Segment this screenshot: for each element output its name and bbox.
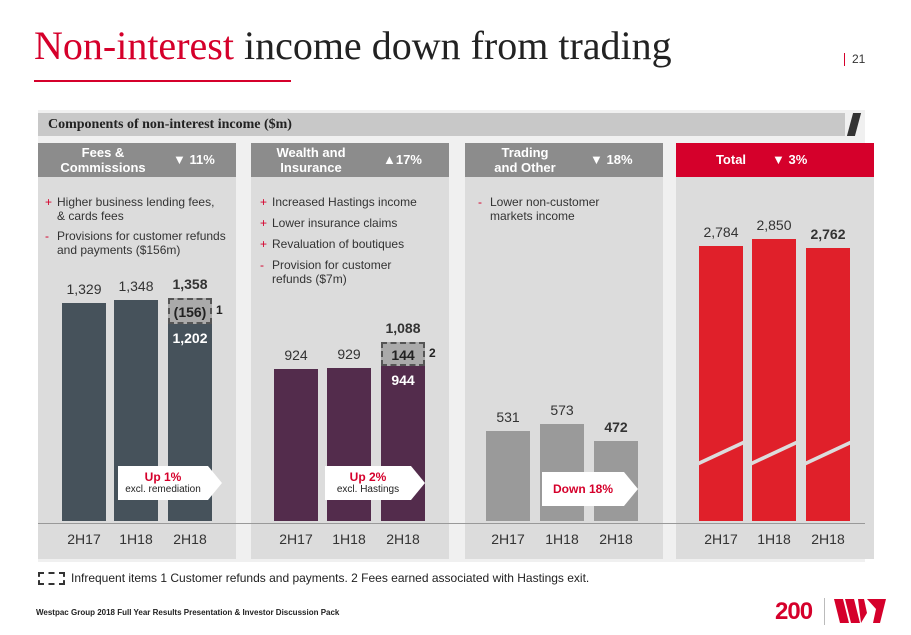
- bullet-item: + Revaluation of boutiques: [260, 237, 405, 251]
- arrow-body: [325, 466, 411, 500]
- x-axis-baseline: [38, 523, 865, 524]
- arrow-body: [542, 472, 624, 506]
- page-number-divider: [844, 53, 845, 66]
- trading-x-tick-label: 1H18: [545, 531, 579, 547]
- wealth-value-label: 1,088: [385, 320, 421, 337]
- fees-excl-label: 1,202: [172, 329, 208, 346]
- fees-x-tick-label: 1H18: [119, 531, 153, 547]
- trading-value-label: 531: [496, 409, 520, 425]
- footer-text: Westpac Group 2018 Full Year Results Pre…: [36, 608, 340, 617]
- arrow-trading: Down 18%: [542, 472, 646, 506]
- panel-header-fees: Fees & Commissions ▼ 11%: [38, 143, 236, 177]
- panel-name: Fees & Commissions: [60, 145, 146, 175]
- bullet-item: markets income: [490, 209, 575, 223]
- legend-dashed-box: [38, 572, 65, 585]
- wealth-value-label: 929: [337, 346, 361, 363]
- fees-footnote-marker: 1: [216, 302, 223, 317]
- wealth-x-tick-label: 2H17: [279, 531, 313, 547]
- bullet-item: refunds ($7m): [272, 272, 347, 286]
- bullet-item: & cards fees: [57, 209, 124, 223]
- wealth-infrequent-segment: 144: [381, 342, 425, 366]
- bullets-fees: + Higher business lending fees, & cards f…: [45, 195, 226, 257]
- panel-name: Trading and Other: [494, 145, 556, 175]
- arrow-fees: Up 1% excl. remediation: [118, 466, 222, 500]
- legend-text: Infrequent items 1 Customer refunds and …: [71, 571, 590, 585]
- panel-header-total: Total ▼ 3%: [676, 143, 874, 177]
- arrow-sub-text: excl. remediation: [125, 484, 201, 495]
- fees-value-label: 1,329: [66, 280, 102, 297]
- arrow-head: [624, 472, 638, 506]
- westpac-w-logo: [834, 599, 886, 623]
- wealth-x-tick-label: 2H18: [386, 531, 420, 547]
- total-x-tick-label: 2H17: [704, 531, 738, 547]
- panel-name: Wealth and Insurance: [276, 145, 346, 175]
- fees-infrequent-segment: (156): [168, 298, 212, 324]
- bullet-item: and payments ($156m): [57, 243, 181, 257]
- total-value-label: 2,784: [703, 224, 739, 240]
- arrow-head: [208, 466, 222, 500]
- arrow-wealth: Up 2% excl. Hastings: [325, 466, 429, 500]
- total-value-label: 2,762: [810, 226, 846, 243]
- page-title: Non-interest income down from trading: [34, 23, 672, 68]
- title-underline: [34, 80, 291, 82]
- arrow-main-text: Up 1%: [144, 470, 182, 484]
- fees-x-tick-label: 2H17: [67, 531, 101, 547]
- wealth-excl-label: 944: [391, 372, 415, 388]
- anniversary-200-logo: 200: [775, 598, 813, 625]
- panel-header-wealth: Wealth and Insurance ▲17%: [251, 143, 449, 177]
- wealth-footnote-marker: 2: [429, 346, 436, 361]
- axis-break-mark: [748, 438, 800, 468]
- bullet-item: - Provision for customer: [260, 258, 392, 272]
- fees-value-label: 1,358: [172, 276, 208, 292]
- change-indicator: ▼ 18%: [590, 152, 633, 167]
- total-bar-1H18: [748, 239, 800, 521]
- bullet-item: + Lower insurance claims: [260, 216, 398, 230]
- trading-value-label: 573: [550, 401, 574, 418]
- total-value-label: 2,850: [756, 217, 792, 234]
- trading-x-tick-label: 2H18: [599, 531, 633, 547]
- axis-break-mark: [802, 438, 854, 468]
- trading-value-label: 472: [604, 419, 628, 435]
- bullet-item: + Increased Hastings income: [260, 195, 417, 209]
- fees-value-label: 1,348: [118, 277, 154, 294]
- total-x-tick-label: 2H18: [811, 531, 845, 547]
- arrow-body: [118, 466, 208, 500]
- logo-divider: [824, 598, 825, 625]
- bullets-trading: - Lower non-customer markets income: [478, 195, 599, 223]
- wealth-value-label: 924: [284, 347, 308, 364]
- panel-header-trading: Trading and Other ▼ 18%: [465, 143, 663, 177]
- axis-break-mark: [695, 438, 747, 468]
- arrow-main-text: Down 18%: [552, 482, 613, 496]
- total-x-tick-label: 1H18: [757, 531, 791, 547]
- arrow-head: [411, 466, 425, 500]
- page-number: 21: [852, 52, 866, 66]
- change-indicator: ▼ 3%: [772, 152, 808, 167]
- change-indicator: ▼ 11%: [173, 152, 215, 167]
- section-header: Components of non-interest income ($m): [38, 113, 845, 136]
- trading-x-tick-label: 2H17: [491, 531, 525, 547]
- fees-bar-2H17: [62, 302, 106, 521]
- change-indicator: ▲17%: [383, 152, 422, 167]
- total-bar-2H18: [802, 248, 854, 521]
- wealth-x-tick-label: 1H18: [332, 531, 366, 547]
- arrow-main-text: Up 2%: [349, 470, 387, 484]
- trading-bar-2H17: [486, 431, 530, 521]
- arrow-sub-text: excl. Hastings: [336, 484, 400, 495]
- bullet-item: - Lower non-customer: [478, 195, 600, 209]
- bullets-wealth: + Increased Hastings income + Lower insura…: [260, 195, 417, 286]
- bullet-item: + Higher business lending fees,: [45, 195, 215, 209]
- bullet-item: - Provisions for customer refunds: [45, 229, 226, 243]
- fees-x-tick-label: 2H18: [173, 531, 207, 547]
- total-bar-2H17: [695, 246, 747, 521]
- panel-name: Total: [715, 152, 747, 167]
- wealth-bar-2H17: [274, 369, 318, 521]
